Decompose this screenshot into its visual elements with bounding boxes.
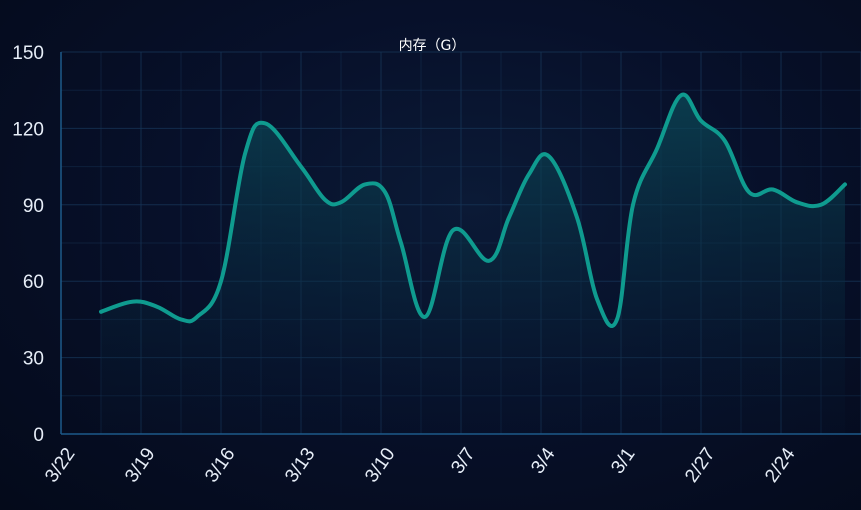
area-fill-layer [101, 94, 845, 434]
x-tick-label: 3/16 [201, 444, 239, 486]
series-line [99, 92, 847, 328]
x-tick-label: 3/22 [41, 444, 79, 486]
x-tick-label: 3/19 [121, 444, 159, 486]
y-axis-tick-labels: 0 30 60 90 120 150 [12, 43, 44, 446]
y-tick-label: 0 [33, 425, 44, 446]
x-tick-label: 3/1 [607, 444, 639, 478]
x-tick-label: 3/13 [281, 444, 319, 486]
x-tick-label: 2/24 [761, 444, 800, 487]
axes [60, 52, 861, 435]
x-axis-tick-labels: 3/22 3/19 3/16 3/13 3/10 3/7 3/4 3/1 2/27 2/24 [41, 444, 800, 487]
series-area [101, 94, 845, 434]
y-tick-label: 90 [23, 196, 44, 217]
series-line-layer [99, 92, 847, 328]
y-tick-label: 60 [23, 272, 44, 293]
y-tick-label: 150 [12, 43, 44, 64]
x-tick-label: 2/27 [681, 444, 719, 486]
y-tick-label: 120 [12, 119, 44, 140]
chart-title: 内存（G） [399, 38, 466, 54]
x-tick-label: 3/7 [447, 444, 479, 478]
x-tick-label: 3/10 [361, 444, 399, 486]
y-tick-label: 30 [23, 349, 44, 370]
x-tick-label: 3/4 [527, 444, 560, 478]
